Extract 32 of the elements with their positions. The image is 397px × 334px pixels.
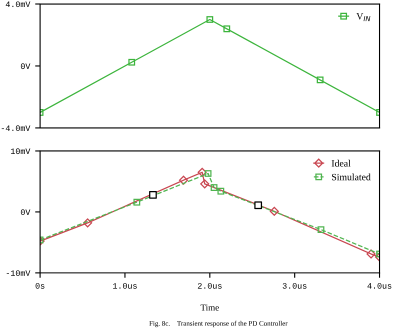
- y-tick-label: 0V: [20, 209, 30, 216]
- point: [318, 226, 324, 234]
- point: [316, 76, 324, 84]
- x-axis-title: Time: [200, 304, 219, 311]
- point: [128, 58, 136, 66]
- point: [254, 201, 262, 210]
- point: [217, 188, 224, 195]
- point: [206, 16, 214, 23]
- legend-label: Ideal: [332, 160, 351, 167]
- x-tick-label: 3.0us: [282, 283, 306, 289]
- x-tick-label: 2.0us: [198, 283, 222, 289]
- point: [198, 168, 207, 177]
- point: [200, 179, 210, 188]
- y-tick-label: 0V: [20, 63, 30, 70]
- y-tick-label: 10mV: [10, 148, 30, 154]
- x-tick-label: 4.0us: [367, 283, 392, 289]
- y-tick-label: -10mV: [6, 270, 30, 276]
- point: [133, 198, 140, 206]
- point: [366, 249, 376, 259]
- point: [204, 170, 212, 177]
- point: [149, 190, 157, 199]
- y-tick-label: 4.0mV: [6, 1, 30, 8]
- legend-label: Simulated: [332, 174, 371, 180]
- legend-label: V$_{IN}$: [356, 13, 370, 22]
- x-tick-label: 0s: [36, 283, 44, 289]
- point: [210, 184, 218, 191]
- x-tick-label: 1.0us: [113, 283, 137, 289]
- point: [223, 25, 230, 32]
- point: [270, 206, 279, 216]
- point: [178, 176, 188, 185]
- y-tick-label: -4.0mV: [2, 125, 30, 132]
- point: [83, 218, 92, 228]
